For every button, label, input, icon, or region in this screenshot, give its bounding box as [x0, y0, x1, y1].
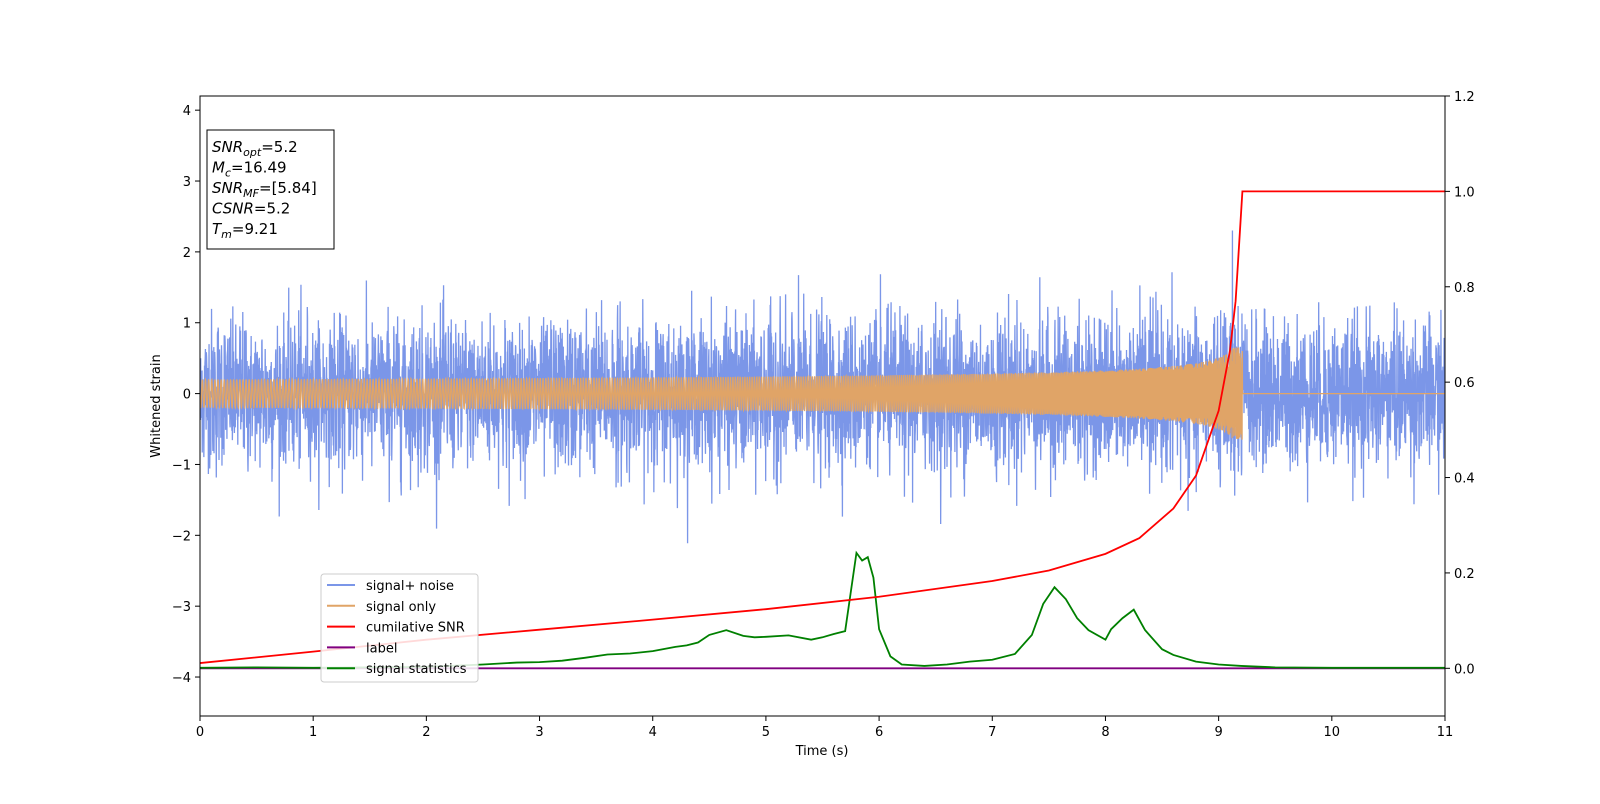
x-tick-label: 3	[535, 725, 543, 740]
legend-entry: signal only	[366, 600, 436, 615]
y-right-tick-label: 0.8	[1454, 281, 1475, 296]
legend-entry: signal+ noise	[366, 579, 454, 594]
series-cumilative-snr-line	[200, 190, 1445, 664]
x-tick-label: 4	[649, 725, 657, 740]
y-left-tick-label: −2	[172, 529, 191, 544]
annotation-line: SNRMF=[5.84]	[212, 179, 317, 200]
legend-frame	[320, 573, 479, 683]
y-right-tick-label: 1.0	[1454, 185, 1475, 200]
annotation-frame	[206, 129, 335, 250]
annotation-line: SNRopt=5.2	[212, 138, 298, 159]
x-tick-label: 0	[196, 725, 204, 740]
x-tick-label: 2	[422, 725, 430, 740]
series-signal-only-line	[200, 347, 1445, 440]
axes-layer: 0 1 2 3 4 5 6 7 8 9 10 1143210−1−2−3−41.21.00.80.60…	[172, 90, 1475, 740]
y-right-tick-label: 0.0	[1454, 662, 1475, 677]
y-left-tick-label: −1	[172, 458, 191, 473]
x-tick-label: 8	[1101, 725, 1109, 740]
y-left-tick-label: −4	[172, 671, 191, 686]
y-right-tick-label: 1.2	[1454, 90, 1475, 105]
legend-entry: signal statistics	[366, 662, 467, 677]
plot-frame	[199, 95, 1446, 717]
annotation-line: Mc=16.49	[212, 159, 287, 180]
y-right-tick-label: 0.2	[1454, 567, 1475, 582]
y-right-tick-label: 0.6	[1454, 376, 1475, 391]
legend-entry: cumilative SNR	[366, 621, 465, 636]
x-tick-label: 9	[1214, 725, 1222, 740]
x-tick-label: 5	[762, 725, 770, 740]
x-tick-label: 6	[875, 725, 883, 740]
y-left-tick-label: 2	[183, 246, 191, 261]
x-tick-label: 11	[1437, 725, 1454, 740]
y-right-tick-label: 0.4	[1454, 472, 1475, 487]
x-tick-label: 7	[988, 725, 996, 740]
legend: signal+ noise signal only cumilative SNR la…	[320, 573, 479, 683]
series-signal-statistics-line	[200, 550, 1445, 669]
y-axis-label: Whitened strain	[149, 354, 164, 457]
legend-entry: label	[366, 641, 397, 656]
y-left-tick-label: −3	[172, 600, 191, 615]
x-tick-label: 1	[309, 725, 317, 740]
y-left-tick-label: 1	[183, 317, 191, 332]
y-left-tick-label: 3	[183, 175, 191, 190]
y-left-tick-label: 0	[183, 388, 191, 403]
y-left-tick-label: 4	[183, 104, 191, 119]
x-axis-label: Time (s)	[795, 744, 849, 759]
annotation-line: Tm=9.21	[212, 220, 278, 241]
annotation-line: CSNR=5.2	[212, 200, 290, 218]
x-tick-label: 10	[1324, 725, 1341, 740]
